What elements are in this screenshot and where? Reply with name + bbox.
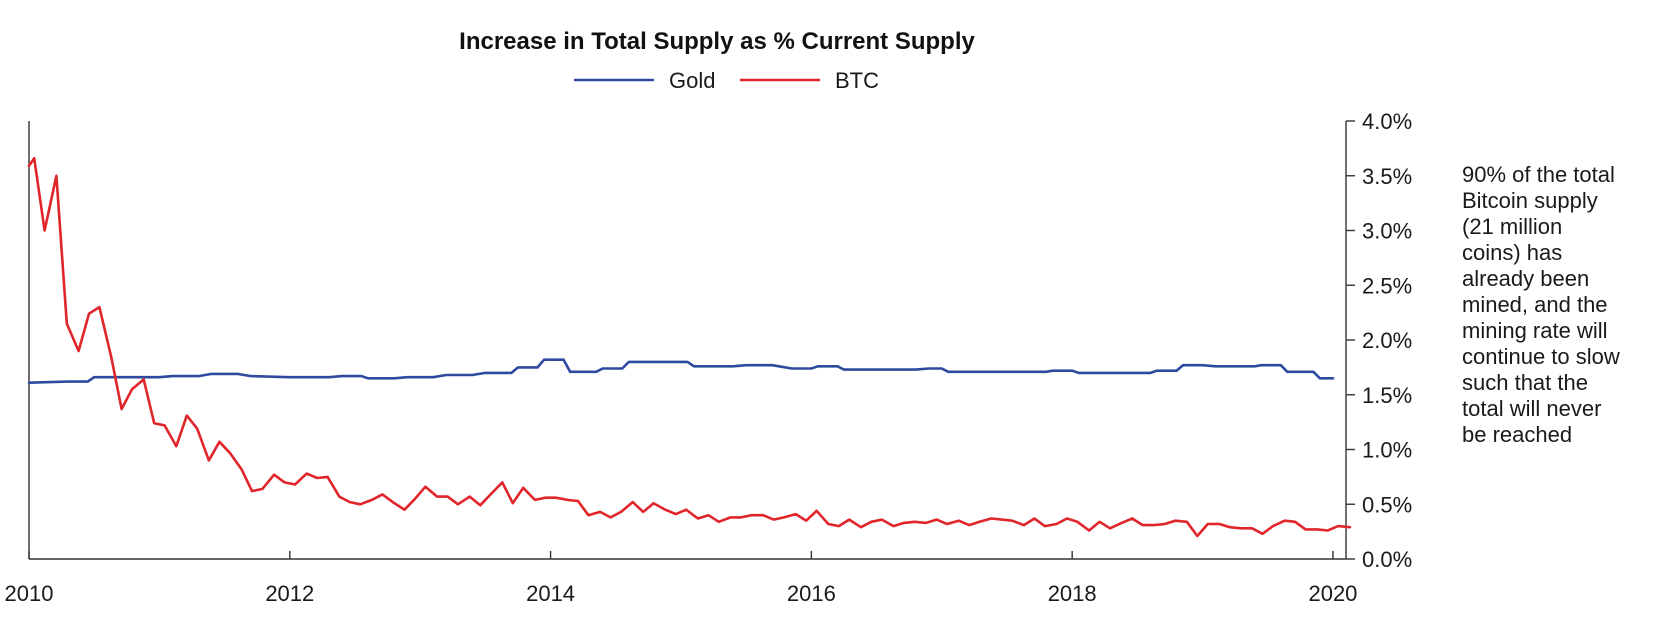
series-line-gold <box>27 358 1335 384</box>
y-tick-label: 4.0% <box>1362 109 1412 134</box>
x-tick-label: 2014 <box>526 581 575 606</box>
series-line-btc <box>27 156 1352 538</box>
y-tick-label: 1.0% <box>1362 438 1412 463</box>
y-tick-label: 0.0% <box>1362 547 1412 572</box>
y-tick-label: 3.0% <box>1362 219 1412 244</box>
legend-label-gold: Gold <box>669 68 715 93</box>
y-tick-label: 2.0% <box>1362 328 1412 353</box>
y-tick-label: 3.5% <box>1362 164 1412 189</box>
legend: Gold BTC <box>574 68 879 93</box>
plot-series <box>27 156 1352 538</box>
x-tick-label: 2012 <box>265 581 314 606</box>
y-tick-label: 0.5% <box>1362 492 1412 517</box>
axes: 0.0% 0.5% 1.0% 1.5% 2.0% 2.5% 3.0% 3.5% 4.0% 2010… <box>5 109 1413 606</box>
legend-label-btc: BTC <box>835 68 879 93</box>
chart-annotation: 90% of the total Bitcoin supply (21 mill… <box>1462 162 1620 447</box>
x-tick-label: 2010 <box>5 581 54 606</box>
chart-title: Increase in Total Supply as % Current Su… <box>459 28 975 55</box>
x-tick-label: 2020 <box>1308 581 1357 606</box>
y-tick-label: 2.5% <box>1362 273 1412 298</box>
x-tick-label: 2018 <box>1048 581 1097 606</box>
x-tick-label: 2016 <box>787 581 836 606</box>
y-tick-label: 1.5% <box>1362 383 1412 408</box>
